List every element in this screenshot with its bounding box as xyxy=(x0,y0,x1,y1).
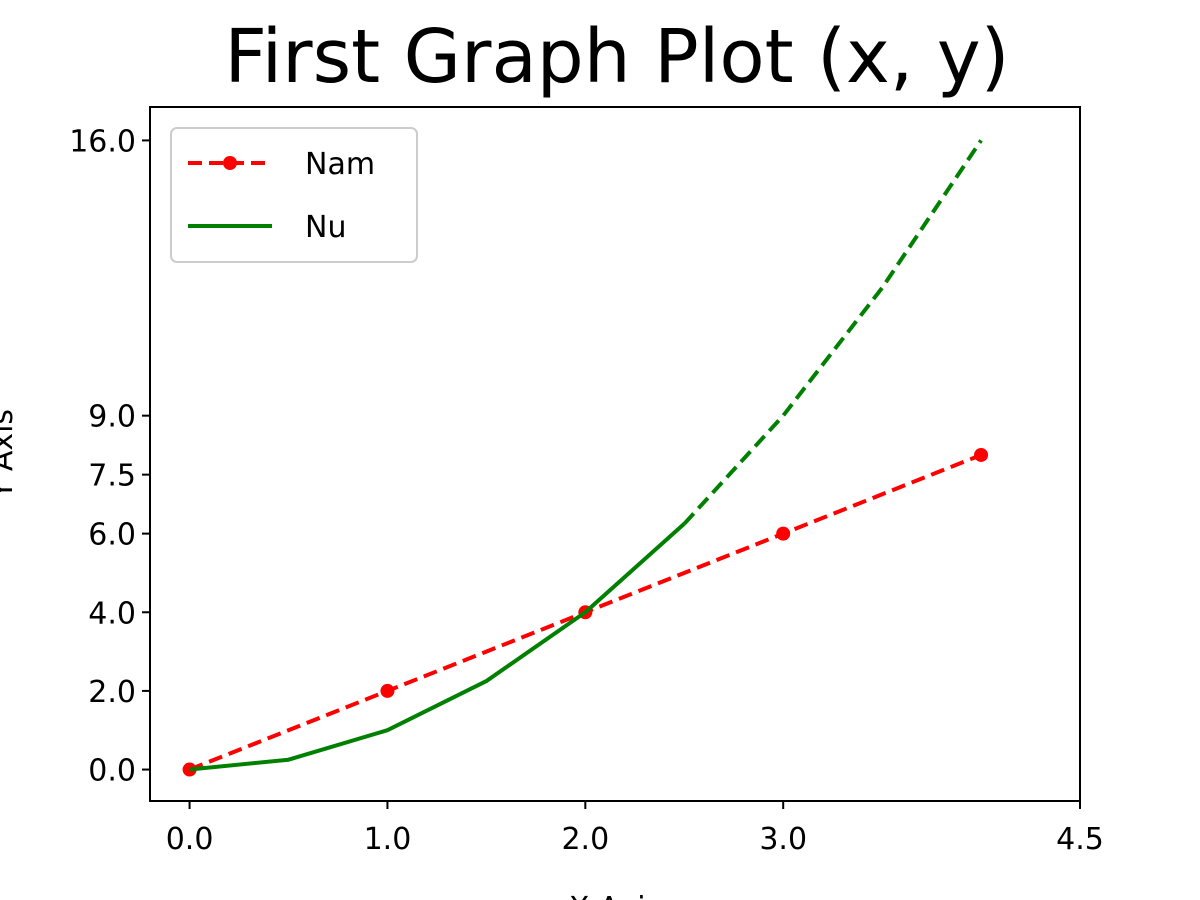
x-axis: 0.0 1.0 2.0 3.0 4.5 xyxy=(166,801,1104,857)
series-line-2 xyxy=(682,139,983,526)
legend-marker xyxy=(223,156,237,170)
legend: Nam Nu xyxy=(170,127,418,263)
y-axis-label: Y Axis xyxy=(0,409,20,500)
x-tick-label: 3.0 xyxy=(759,822,807,857)
series-line-1 xyxy=(189,522,686,772)
plot-frame xyxy=(149,106,1081,802)
y-tick-label: 16.0 xyxy=(69,124,136,159)
y-tick-label: 2.0 xyxy=(88,675,136,710)
x-tick-label: 0.0 xyxy=(166,822,214,857)
legend-frame xyxy=(170,127,418,263)
x-tick-label: 1.0 xyxy=(364,822,412,857)
legend-label: Nu xyxy=(305,210,346,245)
y-tick-label: 0.0 xyxy=(88,754,136,789)
data-point-0 xyxy=(974,447,989,462)
y-tick-label: 9.0 xyxy=(88,400,136,435)
chart-title: First Graph Plot (x, y) xyxy=(224,14,1009,100)
data-point-0 xyxy=(380,683,395,698)
x-tick-label: 4.5 xyxy=(1056,822,1104,857)
data-point-0 xyxy=(776,526,791,541)
y-tick-label: 7.5 xyxy=(88,459,136,494)
legend-label: Nam xyxy=(305,147,375,182)
x-axis-label: X Axis xyxy=(569,891,661,900)
series-layer xyxy=(182,139,989,777)
y-tick-label: 6.0 xyxy=(88,518,136,553)
y-axis: 0.0 2.0 4.0 6.0 7.5 9.0 16.0 xyxy=(69,124,150,789)
x-tick-label: 2.0 xyxy=(561,822,609,857)
y-tick-label: 4.0 xyxy=(88,596,136,631)
